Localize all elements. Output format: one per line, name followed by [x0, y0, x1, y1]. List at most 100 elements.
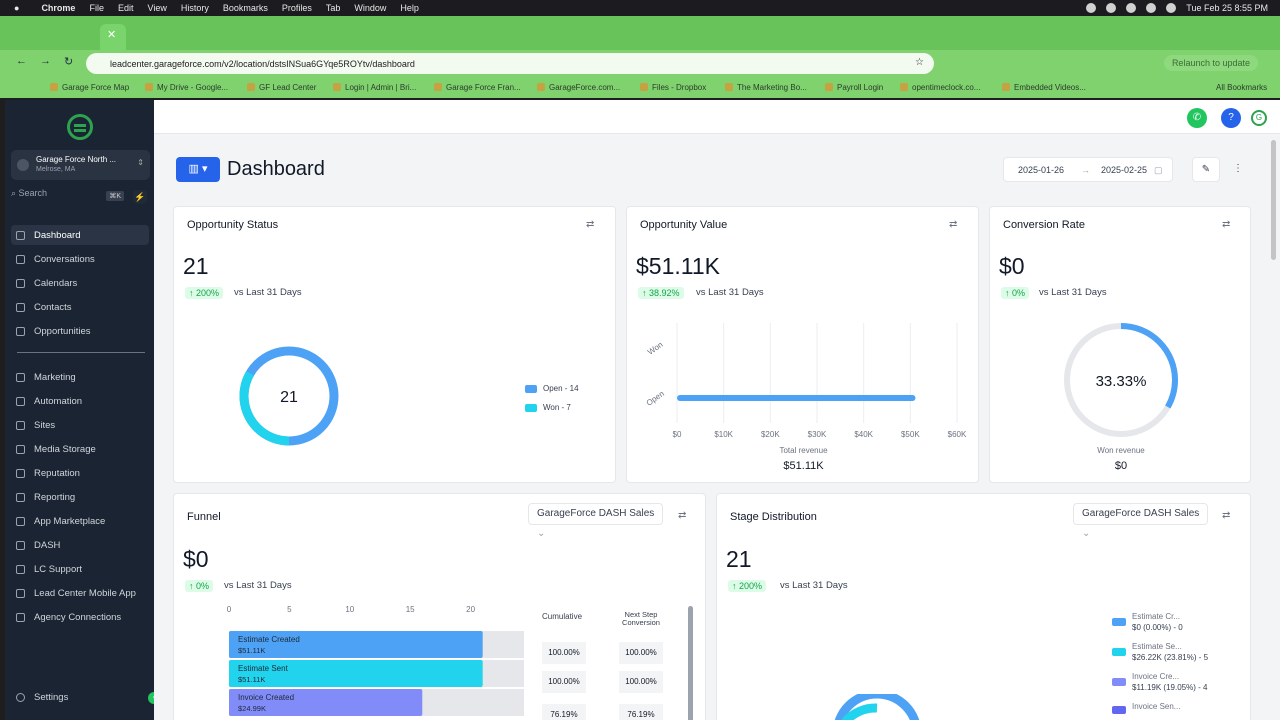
- pipeline-select[interactable]: GarageForce DASH Sales ⌄: [528, 503, 663, 539]
- wifi-icon[interactable]: [1146, 3, 1157, 13]
- sidebar-item-conversations[interactable]: Conversations: [11, 249, 149, 269]
- close-icon[interactable]: ✕: [107, 29, 117, 41]
- active-tab[interactable]: [100, 24, 126, 50]
- sidebar-item-contacts[interactable]: Contacts: [11, 297, 149, 317]
- bookmark-item[interactable]: opentimeclock.co...: [900, 83, 980, 92]
- card-title: Conversion Rate: [1003, 219, 1085, 231]
- location-switcher[interactable]: Garage Force North ... Melrose, MA ⇕: [11, 150, 150, 180]
- funnel-bar: [229, 660, 483, 687]
- sidebar-item-reputation[interactable]: Reputation: [11, 463, 149, 483]
- bookmark-item[interactable]: My Drive - Google...: [145, 83, 228, 92]
- back-icon[interactable]: ←: [16, 55, 27, 67]
- grid-icon: [16, 516, 25, 526]
- sidebar-item-label: Lead Center Mobile App: [34, 587, 136, 599]
- page-scrollbar[interactable]: [1271, 140, 1276, 260]
- legend-name: Estimate Cr...: [1132, 612, 1181, 621]
- menu-profiles[interactable]: Profiles: [281, 3, 312, 13]
- dashboard-switcher-button[interactable]: ▥ ▾: [176, 157, 220, 182]
- all-bookmarks[interactable]: All Bookmarks: [1216, 83, 1268, 92]
- sidebar-item-opportunities[interactable]: Opportunities: [11, 321, 149, 341]
- card-title: Opportunity Value: [640, 219, 728, 231]
- sidebar-item-dashboard[interactable]: Dashboard: [11, 225, 149, 245]
- dash-icon: [16, 540, 25, 550]
- bookmark-item[interactable]: GarageForce.com...: [537, 83, 620, 92]
- sidebar-item-media-storage[interactable]: Media Storage: [11, 439, 149, 459]
- sidebar-item-label: Sites: [34, 419, 56, 431]
- bookmark-item[interactable]: Files - Dropbox: [640, 83, 706, 92]
- sidebar-item-calendars[interactable]: Calendars: [11, 273, 149, 293]
- legend-item: Estimate Cr... $0 (0.00%) - 0: [1112, 612, 1242, 642]
- bookmark-item[interactable]: Login | Admin | Bri...: [333, 83, 416, 92]
- filter-icon[interactable]: ⇄: [949, 219, 958, 230]
- status-icon[interactable]: [1106, 3, 1117, 13]
- search-placeholder: Search: [18, 188, 48, 198]
- sidebar-item-mobile-app[interactable]: Lead Center Mobile App: [11, 583, 149, 603]
- sidebar-item-dash[interactable]: DASH: [11, 535, 149, 555]
- bookmark-item[interactable]: GF Lead Center: [247, 83, 316, 92]
- bookmark-item[interactable]: The Marketing Bo...: [725, 83, 807, 92]
- date-range-picker[interactable]: 2025-01-26 → 2025-02-25 ▢: [1003, 157, 1173, 182]
- phone-icon[interactable]: ✆: [1187, 108, 1207, 128]
- status-icon[interactable]: [1086, 3, 1097, 13]
- menu-edit[interactable]: Edit: [117, 3, 134, 13]
- sidebar-item-label: Dashboard: [34, 229, 81, 241]
- quick-action-button[interactable]: ⚡: [133, 190, 147, 204]
- apple-icon[interactable]: ●: [14, 3, 20, 13]
- bookmark-item[interactable]: Garage Force Fran...: [434, 83, 521, 92]
- user-avatar[interactable]: G: [1251, 110, 1267, 126]
- menu-bookmarks[interactable]: Bookmarks: [222, 3, 268, 13]
- filter-icon[interactable]: ⇄: [1222, 510, 1231, 521]
- url-bar[interactable]: leadcenter.garageforce.com/v2/location/d…: [86, 53, 934, 74]
- sidebar-item-app-marketplace[interactable]: App Marketplace: [11, 511, 149, 531]
- metric-value: $0: [999, 253, 1025, 279]
- menu-view[interactable]: View: [147, 3, 167, 13]
- scrollbar[interactable]: [688, 606, 693, 720]
- sidebar-item-agency-connections[interactable]: Agency Connections: [11, 607, 149, 627]
- calendar-icon: ▢: [1154, 165, 1163, 175]
- bookmark-item[interactable]: Garage Force Map: [50, 83, 129, 92]
- relaunch-button[interactable]: Relaunch to update: [1163, 55, 1258, 71]
- x-tick-label: 10: [345, 605, 354, 614]
- bookmark-star-icon[interactable]: ☆: [915, 57, 924, 68]
- sidebar-item-settings[interactable]: Settings: [11, 687, 149, 707]
- edit-button[interactable]: ✎: [1192, 157, 1220, 182]
- menu-history[interactable]: History: [180, 3, 209, 13]
- sidebar-item-marketing[interactable]: Marketing: [11, 367, 149, 387]
- page-title: Dashboard: [227, 158, 325, 180]
- sidebar-item-reporting[interactable]: Reporting: [11, 487, 149, 507]
- sidebar-item-sites[interactable]: Sites: [11, 415, 149, 435]
- won-revenue-value: $0: [1114, 460, 1128, 472]
- menubar-clock[interactable]: Tue Feb 25 8:55 PM: [1186, 3, 1268, 13]
- search-input[interactable]: ⌕ Search ⌘K: [11, 188, 126, 206]
- bookmarks-bar: Garage Force Map My Drive - Google... GF…: [0, 76, 1280, 98]
- sidebar-item-lc-support[interactable]: LC Support: [11, 559, 149, 579]
- bar-open: [677, 395, 916, 401]
- help-icon[interactable]: ?: [1221, 108, 1241, 128]
- bookmark-item[interactable]: Embedded Videos...: [1002, 83, 1086, 92]
- bookmark-item[interactable]: Payroll Login: [825, 83, 883, 92]
- funnel-bar-label: Invoice Created: [238, 693, 294, 702]
- legend-open: Open - 14: [525, 384, 579, 393]
- x-tick-label: $50K: [901, 430, 920, 439]
- menu-app[interactable]: Chrome: [41, 3, 76, 13]
- card-title: Stage Distribution: [730, 511, 817, 523]
- menu-help[interactable]: Help: [400, 3, 419, 13]
- menu-tab[interactable]: Tab: [325, 3, 341, 13]
- filter-icon[interactable]: ⇄: [586, 219, 595, 230]
- filter-icon[interactable]: ⇄: [678, 510, 687, 521]
- comparison-label: vs Last 31 Days: [780, 580, 848, 591]
- sidebar-item-automation[interactable]: Automation: [11, 391, 149, 411]
- filter-icon[interactable]: ⇄: [1222, 219, 1231, 230]
- reload-icon[interactable]: ↻: [64, 56, 74, 68]
- more-options-button[interactable]: ⋮: [1224, 157, 1252, 182]
- change-badge: ↑ 200%: [728, 580, 767, 592]
- menu-window[interactable]: Window: [354, 3, 387, 13]
- company-logo[interactable]: [67, 114, 93, 140]
- location-icon: [17, 159, 29, 171]
- menu-file[interactable]: File: [89, 3, 104, 13]
- status-icon[interactable]: [1126, 3, 1137, 13]
- pipeline-select[interactable]: GarageForce DASH Sales ⌄: [1073, 503, 1208, 539]
- stage-donut: [834, 694, 920, 720]
- forward-icon[interactable]: →: [40, 55, 51, 67]
- search-icon[interactable]: [1166, 3, 1177, 13]
